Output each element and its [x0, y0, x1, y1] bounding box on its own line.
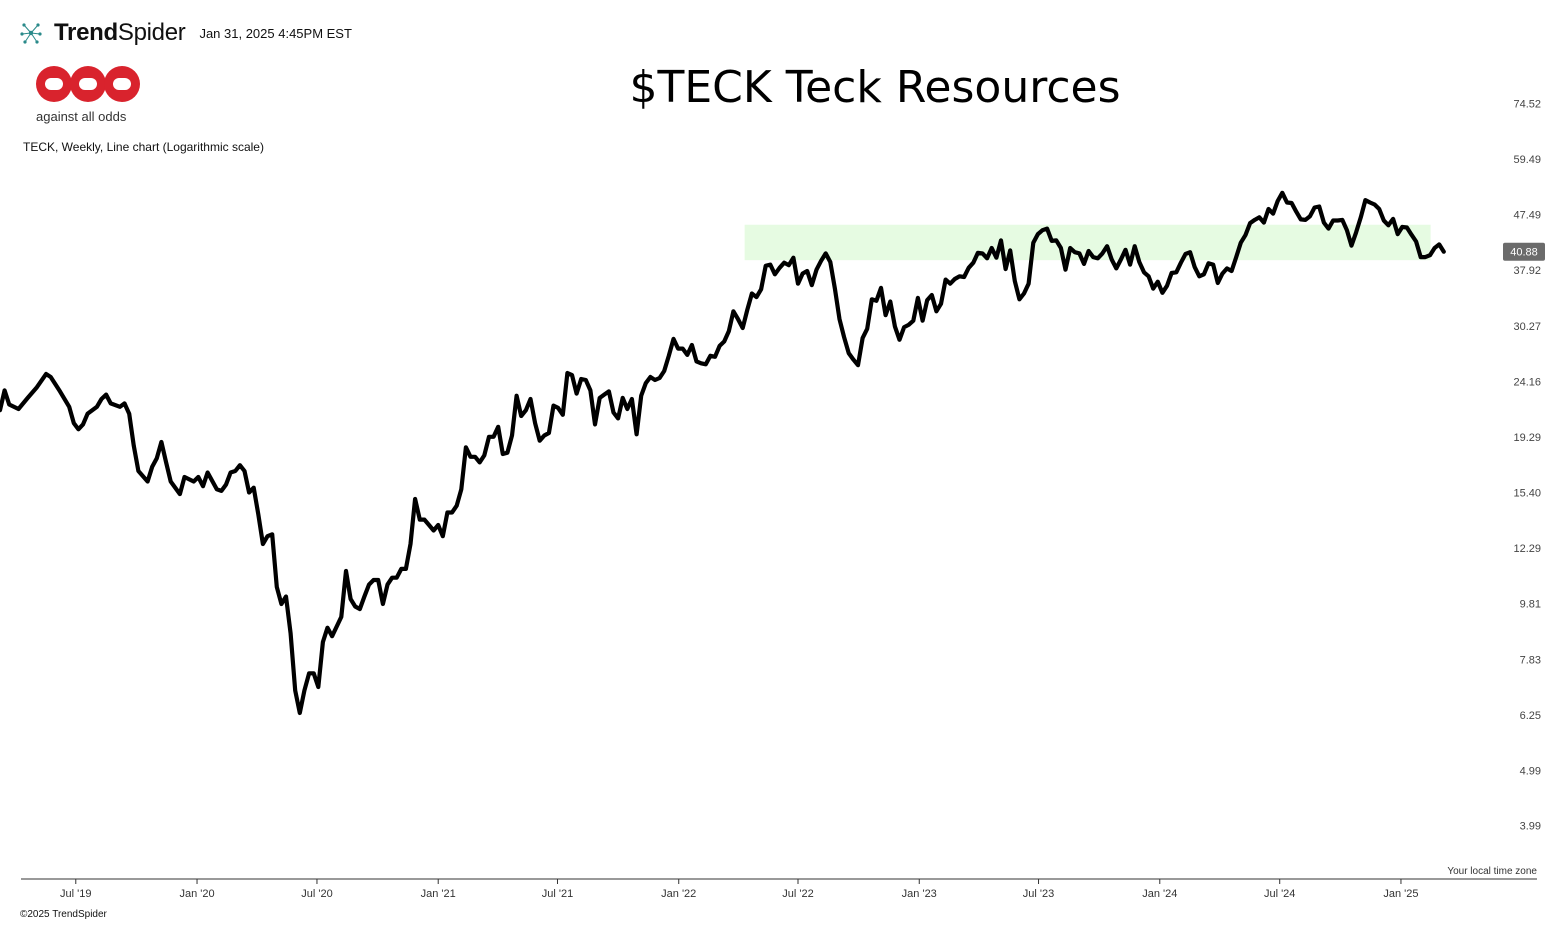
x-tick-label: Jul '19: [60, 888, 91, 900]
y-tick-label: 37.92: [1513, 265, 1541, 277]
y-tick-label: 6.25: [1520, 710, 1541, 722]
y-tick-label: 3.99: [1520, 821, 1541, 833]
y-tick-label: 59.49: [1513, 154, 1541, 166]
x-tick-label: Jul '21: [542, 888, 573, 900]
y-tick-label: 30.27: [1513, 321, 1541, 333]
x-tick-label: Jan '22: [661, 888, 696, 900]
brand-name: TrendSpider: [54, 19, 186, 46]
price-line[interactable]: [0, 190, 1446, 716]
x-tick-label: Jan '20: [179, 888, 214, 900]
aao-watermark: against all odds: [36, 66, 140, 124]
timezone-note[interactable]: Your local time zone: [1447, 866, 1537, 877]
y-tick-label: 7.83: [1520, 654, 1541, 666]
chart-timestamp: Jan 31, 2025 4:45PM EST: [199, 25, 352, 41]
trendspider-logo-icon: [20, 23, 42, 44]
y-axis: 74.52 59.49 47.49 37.92 30.27 24.16 19.29 15.40…: [1513, 99, 1541, 833]
x-tick-label: Jul '24: [1264, 888, 1295, 900]
chart-title: $TECK Teck Resources: [629, 62, 1121, 113]
brand-name-bold: Trend: [54, 19, 118, 46]
y-tick-label: 24.16: [1513, 376, 1541, 388]
x-tick-label: Jan '21: [421, 888, 456, 900]
x-tick-label: Jul '20: [301, 888, 332, 900]
price-line-layer: [0, 190, 1446, 716]
brand-name-light: Spider: [117, 19, 186, 46]
x-axis: Jul '19 Jan '20 Jul '20 Jan '21 Jul '21 Jan '…: [21, 878, 1537, 900]
x-tick-label: Jan '23: [902, 888, 937, 900]
y-tick-label: 47.49: [1513, 210, 1541, 222]
x-tick-label: Jan '24: [1142, 888, 1177, 900]
last-price-tag: [1503, 242, 1545, 261]
copyright: ©2025 TrendSpider: [20, 909, 107, 920]
app-header: TrendSpider Jan 31, 2025 4:45PM EST: [18, 20, 352, 46]
y-tick-label: 15.40: [1513, 487, 1541, 499]
y-tick-label: 9.81: [1520, 599, 1541, 611]
chart-subtitle: TECK, Weekly, Line chart (Logarithmic sc…: [23, 140, 264, 154]
y-tick-label: 74.52: [1513, 99, 1541, 111]
last-price-label: 40.88: [1510, 247, 1538, 259]
x-tick-label: Jul '22: [782, 888, 813, 900]
aao-watermark-text: against all odds: [36, 109, 127, 124]
y-tick-label: 12.29: [1513, 543, 1541, 555]
last-price-tag-layer: 40.88: [1503, 242, 1545, 261]
x-tick-label: Jan '25: [1383, 888, 1418, 900]
aao-logo-icon: [36, 66, 140, 102]
y-tick-label: 4.99: [1520, 765, 1541, 777]
x-tick-label: Jul '23: [1023, 888, 1054, 900]
y-tick-label: 19.29: [1513, 432, 1541, 444]
